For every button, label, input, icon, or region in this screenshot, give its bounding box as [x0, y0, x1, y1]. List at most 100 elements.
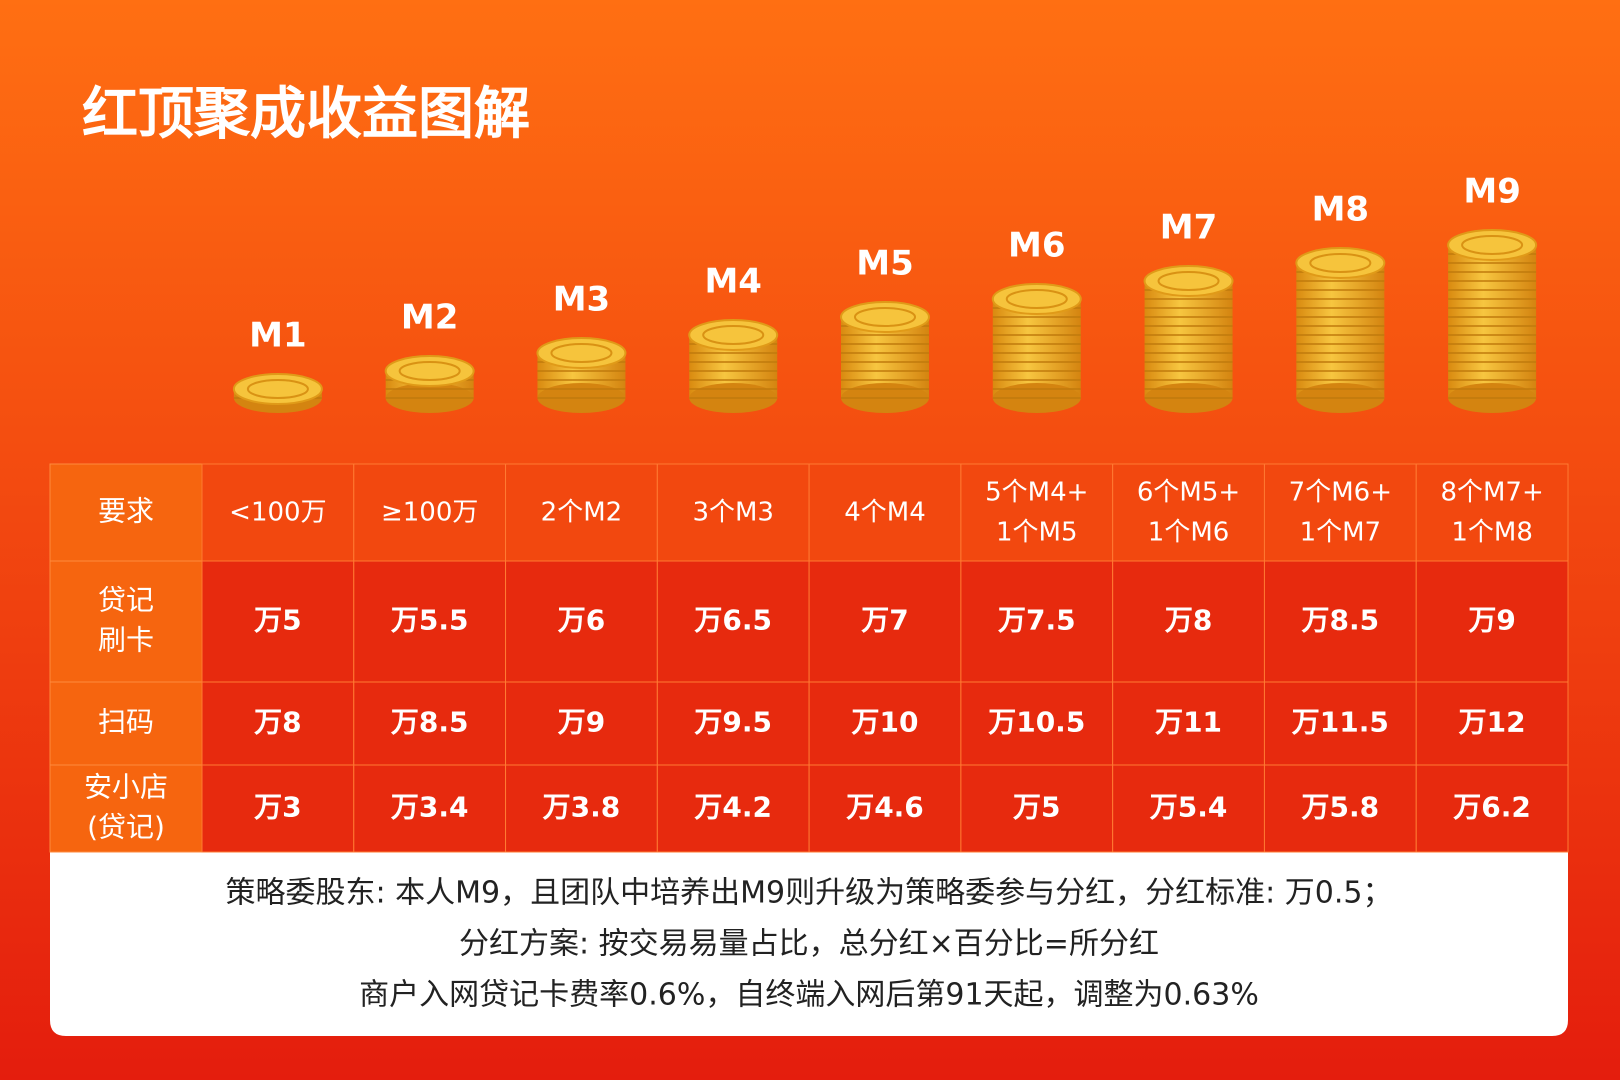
coin-face	[702, 325, 765, 345]
cell-text-line: 万10	[852, 706, 919, 739]
table-cell	[505, 463, 658, 562]
cell-text: 万8.5	[1302, 604, 1380, 637]
level-label: M4	[704, 262, 762, 302]
cell-text-line: 万11	[1155, 706, 1222, 739]
coin-side	[1144, 281, 1233, 398]
cell-text: 万3.8	[543, 791, 621, 824]
row-label: 要求	[98, 495, 154, 528]
table-cell	[960, 560, 1114, 683]
cell-text-line: 7个M6+	[1289, 477, 1392, 507]
cell-text-line: 万8	[254, 706, 301, 739]
table-cell	[505, 764, 658, 853]
table-cell	[808, 560, 962, 683]
coin-face	[1461, 235, 1524, 255]
table-cell	[960, 681, 1114, 766]
table-cell	[808, 764, 962, 853]
cell-text: 3个M3	[692, 497, 774, 527]
cell-text: <100万	[229, 497, 326, 527]
cell-text-line: 万8.5	[391, 706, 469, 739]
cell-text: 万8	[254, 706, 301, 739]
cell-text-line: 万9	[558, 706, 605, 739]
cell-text: 7个M6+ 1个M7	[1289, 477, 1392, 547]
coin-top	[384, 355, 475, 387]
cell-text-line: 万4.2	[694, 791, 772, 824]
table-cell	[1112, 463, 1265, 562]
cell-text-line: 万3	[254, 791, 301, 824]
row-label-line: 贷记	[98, 584, 154, 617]
cell-text: 8个M7+ 1个M8	[1440, 477, 1543, 547]
cell-text: 万3	[254, 791, 301, 824]
cell-text: 万5	[1013, 791, 1060, 824]
row-label-line: 刷卡	[98, 624, 154, 657]
table-cell	[960, 764, 1114, 853]
coin-top	[840, 301, 930, 333]
cell-text-line: 万12	[1459, 706, 1526, 739]
cell-text-line: 万3.8	[543, 791, 621, 824]
cell-text-line: ≥100万	[381, 497, 478, 527]
cell-text: 万5.8	[1302, 791, 1380, 824]
cell-text-line: 万5.4	[1150, 791, 1228, 824]
cell-text-line: 万3.4	[391, 791, 469, 824]
cell-text-line: 8个M7+	[1440, 477, 1543, 507]
level-label: M8	[1312, 190, 1370, 230]
level-label: M2	[401, 298, 459, 338]
cell-text-line: 万5	[1013, 791, 1060, 824]
coin-face	[854, 307, 916, 327]
table-cell	[1415, 560, 1569, 683]
level-label: M3	[553, 280, 611, 320]
cell-text-line: 万11.5	[1292, 706, 1389, 739]
notes-box	[50, 852, 1568, 1036]
cell-text-line: 2个M2	[541, 497, 623, 527]
cell-text-line: 1个M8	[1451, 517, 1533, 547]
cell-text: 万9	[558, 706, 605, 739]
note-line: 分红方案: 按交易易量占比，总分红×百分比=所分红	[459, 927, 1159, 962]
cell-text: 万6.2	[1453, 791, 1531, 824]
cell-text: 万5.4	[1150, 791, 1228, 824]
cell-text-line: 万9	[1468, 604, 1515, 637]
cell-text: 万11.5	[1292, 706, 1389, 739]
coin-top	[991, 283, 1082, 315]
cell-text: 万10.5	[988, 706, 1085, 739]
table-cell	[353, 764, 507, 853]
row-label-cell	[49, 560, 203, 683]
table-cell	[505, 560, 658, 683]
coin-side	[1448, 245, 1537, 398]
cell-text-line: 万6	[558, 604, 605, 637]
table-cell	[808, 463, 962, 562]
cell-text: 2个M2	[541, 497, 623, 527]
cell-text-line: 万5.8	[1302, 791, 1380, 824]
cell-text: 万8.5	[391, 706, 469, 739]
coin-side	[992, 299, 1081, 398]
coin-top	[1447, 229, 1538, 261]
table-cell	[1263, 560, 1417, 683]
table-cell	[353, 681, 507, 766]
cell-text: 万10	[852, 706, 919, 739]
row-label-cell	[49, 764, 203, 853]
cell-text: 万4.6	[846, 791, 924, 824]
row-label: 扫码	[98, 706, 154, 739]
cell-text-line: 6个M5+	[1137, 477, 1240, 507]
cell-text: 万9.5	[694, 706, 772, 739]
cell-text-line: 万4.6	[846, 791, 924, 824]
table-cell	[1263, 681, 1417, 766]
table-cell	[1415, 681, 1569, 766]
coin-face	[1309, 253, 1372, 273]
coin-side	[1296, 263, 1385, 398]
cell-text-line: 万9.5	[694, 706, 772, 739]
cell-text-line: 万5	[254, 604, 301, 637]
cell-text-line: 万7.5	[998, 604, 1076, 637]
coin-face	[398, 361, 461, 381]
table-cell	[1263, 463, 1417, 562]
row-label-cell	[49, 681, 203, 766]
cell-text: 万6.5	[694, 604, 772, 637]
note-line: 策略委股东: 本人M9，且团队中培养出M9则升级为策略委参与分红，分红标准: 万…	[226, 876, 1393, 911]
cell-text-line: 1个M5	[996, 517, 1078, 547]
cell-text: 万4.2	[694, 791, 772, 824]
cell-text-line: <100万	[229, 497, 326, 527]
coin-face	[246, 379, 309, 399]
level-label: M7	[1160, 208, 1218, 248]
cell-text-line: 万8	[1165, 604, 1212, 637]
table-cell	[201, 764, 355, 853]
cell-text: 万11	[1155, 706, 1222, 739]
